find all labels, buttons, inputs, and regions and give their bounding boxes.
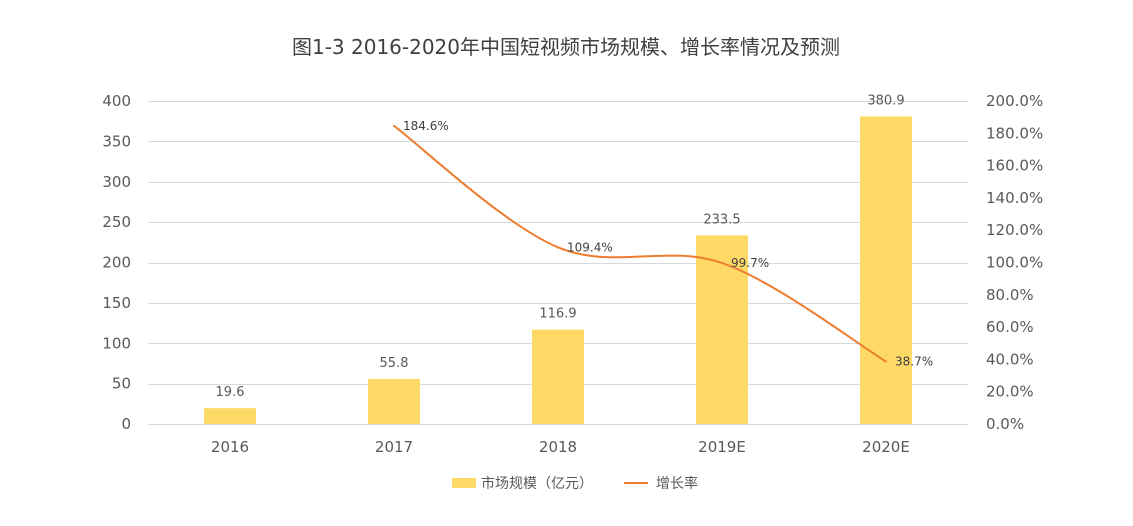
x-axis-tick-label: 2018	[539, 438, 577, 456]
bar-value-label: 116.9	[539, 307, 576, 322]
bar-2018	[532, 329, 584, 424]
bar-2020e	[860, 116, 912, 424]
gridlines	[148, 101, 968, 425]
growth-rate-point	[557, 246, 559, 249]
right-axis-tick-label: 60.0%	[986, 318, 1034, 336]
x-axis-tick-label: 2016	[211, 438, 249, 456]
line-series-growth-rate: 184.6% 109.4% 99.7% 38.7%	[393, 119, 933, 368]
left-axis-tick-label: 300	[102, 173, 131, 191]
bar-value-label: 233.5	[703, 212, 740, 227]
right-axis-tick-label: 40.0%	[986, 350, 1034, 368]
legend-swatch-bar	[452, 478, 476, 488]
left-axis-tick-label: 350	[102, 132, 131, 150]
x-axis: 2016 2017 2018 2019E 2020E	[211, 438, 910, 456]
right-axis-tick-label: 0.0%	[986, 415, 1024, 433]
right-axis-tick-label: 180.0%	[986, 124, 1043, 142]
growth-rate-label: 184.6%	[403, 119, 449, 133]
bar-2017	[368, 378, 420, 424]
left-axis-tick-label: 100	[102, 334, 131, 352]
right-axis: 0.0% 20.0% 40.0% 60.0% 80.0% 100.0% 120.0% 140.…	[986, 92, 1043, 433]
bar-series-market-size: 19.6 55.8 116.9 233.5 380.9	[204, 93, 912, 424]
x-axis-tick-label: 2017	[375, 438, 413, 456]
right-axis-tick-label: 200.0%	[986, 92, 1043, 110]
legend-item-growth-rate: 增长率	[624, 475, 698, 492]
left-axis-tick-label: 150	[102, 294, 131, 312]
right-axis-tick-label: 100.0%	[986, 254, 1043, 272]
bar-value-label: 55.8	[380, 356, 409, 371]
bar-2019e	[696, 235, 748, 424]
x-axis-tick-label: 2019E	[698, 438, 746, 456]
left-axis-tick-label: 200	[102, 254, 131, 272]
legend: 市场规模（亿元） 增长率	[452, 475, 698, 492]
bar-value-label: 19.6	[216, 385, 245, 400]
growth-rate-line	[393, 124, 887, 363]
growth-rate-label: 99.7%	[731, 256, 769, 270]
right-axis-tick-label: 160.0%	[986, 157, 1043, 175]
left-axis-tick-label: 400	[102, 92, 131, 110]
growth-rate-point	[721, 261, 723, 264]
legend-item-market-size: 市场规模（亿元）	[452, 475, 593, 492]
growth-rate-point	[885, 360, 887, 363]
chart-title: 图1-3 2016-2020年中国短视频市场规模、增长率情况及预测	[292, 35, 840, 59]
growth-rate-label: 109.4%	[567, 240, 613, 254]
right-axis-tick-label: 20.0%	[986, 383, 1034, 401]
bar-2016	[204, 408, 256, 424]
x-axis-tick-label: 2020E	[862, 438, 910, 456]
left-axis-tick-label: 50	[112, 375, 131, 393]
left-axis-tick-label: 0	[121, 415, 131, 433]
right-axis-tick-label: 80.0%	[986, 286, 1034, 304]
left-axis: 0 50 100 150 200 250 300 350 400	[102, 92, 131, 433]
legend-label-market-size: 市场规模（亿元）	[481, 475, 593, 492]
growth-rate-label: 38.7%	[895, 354, 933, 368]
growth-rate-point	[393, 124, 395, 127]
legend-label-growth-rate: 增长率	[656, 475, 698, 492]
right-axis-tick-label: 140.0%	[986, 189, 1043, 207]
right-axis-tick-label: 120.0%	[986, 221, 1043, 239]
bar-value-label: 380.9	[867, 93, 904, 108]
left-axis-tick-label: 250	[102, 213, 131, 231]
